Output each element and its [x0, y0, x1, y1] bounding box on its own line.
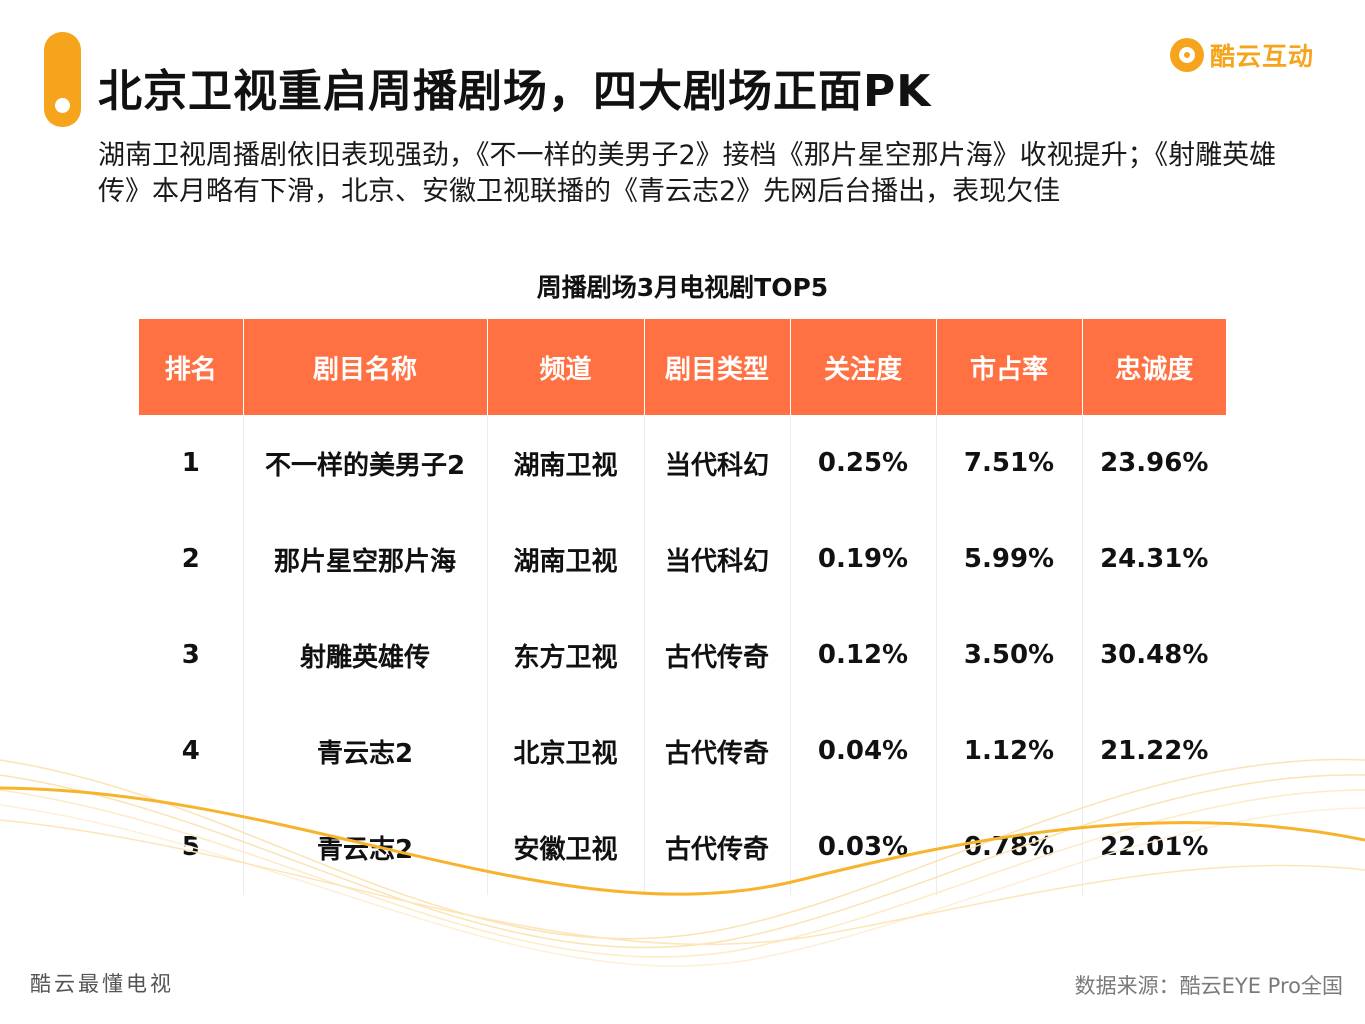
cell-share: 5.99%	[935, 511, 1082, 607]
cell-title: 射雕英雄传	[242, 607, 487, 703]
column-header-channel: 频道	[486, 319, 644, 415]
cell-attention: 0.03%	[789, 799, 936, 895]
cell-channel: 东方卫视	[486, 607, 644, 703]
table-header-row: 排名 剧目名称 频道 剧目类型 关注度 市占率 忠诚度	[139, 319, 1226, 415]
brand-logo: 酷云互动	[1170, 36, 1314, 74]
cell-rank: 4	[181, 736, 200, 766]
cell-genre: 当代科幻	[643, 415, 790, 511]
title-accent-bar	[44, 32, 81, 127]
table-row: 4 青云志2 北京卫视 古代传奇 0.04% 1.12% 21.22%	[139, 703, 1226, 799]
data-source: 数据来源：酷云EYE Pro全国	[1074, 974, 1343, 998]
cell-rank: 2	[181, 544, 200, 574]
page-title: 北京卫视重启周播剧场，四大剧场正面PK	[98, 66, 932, 117]
column-header-loyalty: 忠诚度	[1081, 319, 1226, 415]
cell-loyalty: 22.01%	[1081, 799, 1226, 895]
cell-genre: 当代科幻	[643, 511, 790, 607]
cell-title: 不一样的美男子2	[242, 415, 487, 511]
cell-channel: 北京卫视	[486, 703, 644, 799]
page-subtitle: 湖南卫视周播剧依旧表现强劲，《不一样的美男子2》接档《那片星空那片海》收视提升；…	[98, 140, 1277, 207]
cell-title: 青云志2	[242, 703, 487, 799]
ranking-table: 排名 剧目名称 频道 剧目类型 关注度 市占率 忠诚度 1 不一样的美男子2 湖…	[139, 319, 1226, 895]
table-title: 周播剧场3月电视剧TOP5	[536, 273, 829, 302]
cell-title: 青云志2	[242, 799, 487, 895]
column-header-attention: 关注度	[789, 319, 936, 415]
column-header-share: 市占率	[935, 319, 1082, 415]
cell-attention: 0.12%	[789, 607, 936, 703]
cell-attention: 0.04%	[789, 703, 936, 799]
cell-share: 7.51%	[935, 415, 1082, 511]
cell-channel: 湖南卫视	[486, 415, 644, 511]
table-row: 1 不一样的美男子2 湖南卫视 当代科幻 0.25% 7.51% 23.96%	[139, 415, 1226, 511]
cell-genre: 古代传奇	[643, 799, 790, 895]
cell-rank: 3	[181, 640, 200, 670]
cell-loyalty: 21.22%	[1081, 703, 1226, 799]
cell-channel: 安徽卫视	[486, 799, 644, 895]
cell-share: 1.12%	[935, 703, 1082, 799]
cell-title: 那片星空那片海	[242, 511, 487, 607]
table-row: 3 射雕英雄传 东方卫视 古代传奇 0.12% 3.50% 30.48%	[139, 607, 1226, 703]
logo-text: 酷云互动	[1210, 42, 1315, 71]
accent-dot	[55, 98, 70, 113]
column-header-rank: 排名	[139, 319, 243, 415]
cell-channel: 湖南卫视	[486, 511, 644, 607]
cell-genre: 古代传奇	[643, 703, 790, 799]
cell-attention: 0.25%	[789, 415, 936, 511]
cell-rank: 5	[181, 832, 200, 862]
brand-slogan: 酷云最懂电视	[30, 972, 174, 996]
cell-loyalty: 24.31%	[1081, 511, 1226, 607]
column-header-title: 剧目名称	[242, 319, 487, 415]
cell-loyalty: 23.96%	[1081, 415, 1226, 511]
table-row: 5 青云志2 安徽卫视 古代传奇 0.03% 0.78% 22.01%	[139, 799, 1226, 895]
table-row: 2 那片星空那片海 湖南卫视 当代科幻 0.19% 5.99% 24.31%	[139, 511, 1226, 607]
logo-icon	[1170, 38, 1204, 72]
cell-genre: 古代传奇	[643, 607, 790, 703]
cell-share: 3.50%	[935, 607, 1082, 703]
column-header-genre: 剧目类型	[643, 319, 790, 415]
cell-share: 0.78%	[935, 799, 1082, 895]
cell-rank: 1	[181, 448, 200, 478]
cell-attention: 0.19%	[789, 511, 936, 607]
cell-loyalty: 30.48%	[1081, 607, 1226, 703]
